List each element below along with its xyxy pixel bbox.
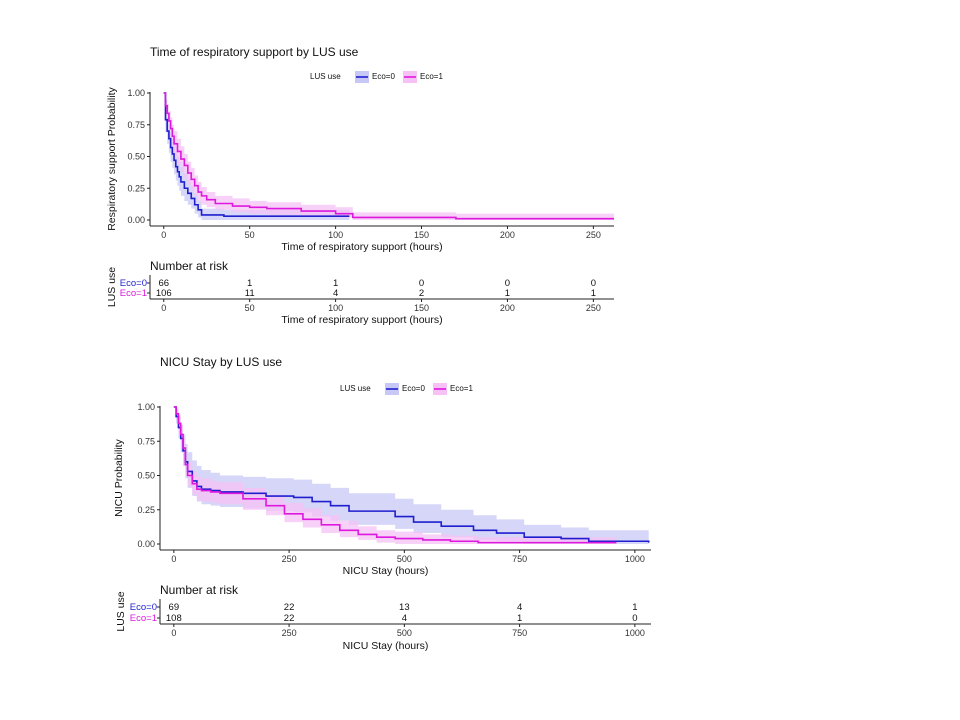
- risk-count: 1: [517, 613, 522, 624]
- y-tick-label: 0.00: [137, 539, 155, 549]
- risk-x-tick-label: 200: [500, 303, 515, 313]
- y-tick-label: 0.75: [127, 120, 145, 130]
- risk-count: 0: [591, 278, 596, 289]
- x-tick-label: 0: [171, 554, 176, 564]
- risk-x-tick-label: 250: [282, 628, 297, 638]
- y-axis-label: Respiratory support Probability: [106, 86, 118, 230]
- risk-count: 11: [245, 288, 255, 299]
- risk-x-tick-label: 50: [245, 303, 255, 313]
- risk-count: 0: [632, 613, 637, 624]
- x-tick-label: 250: [282, 554, 297, 564]
- risk-x-axis-label: Time of respiratory support (hours): [281, 314, 442, 326]
- x-tick-label: 50: [245, 230, 255, 240]
- y-tick-label: 0.00: [127, 215, 145, 225]
- y-tick-label: 1.00: [137, 402, 155, 412]
- x-tick-label: 200: [500, 230, 515, 240]
- legend-label: Eco=0: [372, 72, 395, 81]
- confidence-band-Eco=1: [163, 93, 614, 220]
- legend-title: LUS use: [340, 384, 371, 393]
- survival-curve-Eco=1: [173, 406, 617, 544]
- risk-count: 4: [402, 613, 407, 624]
- risk-count: 4: [517, 602, 522, 613]
- risk-count: 1: [632, 602, 637, 613]
- risk-x-tick-label: 750: [512, 628, 527, 638]
- legend-label: Eco=1: [420, 72, 443, 81]
- y-tick-label: 0.50: [137, 471, 155, 481]
- risk-x-tick-label: 250: [586, 303, 601, 313]
- x-tick-label: 750: [512, 554, 527, 564]
- x-tick-label: 100: [328, 230, 343, 240]
- risk-count: 1: [591, 288, 596, 299]
- x-tick-label: 0: [161, 230, 166, 240]
- risk-count: 1: [505, 288, 510, 299]
- survival-curve-Eco=0: [163, 92, 350, 217]
- risk-count: 4: [333, 288, 338, 299]
- risk-count: 2: [419, 288, 424, 299]
- risk-count: 1: [333, 278, 338, 289]
- y-tick-label: 0.25: [127, 183, 145, 193]
- risk-count: 69: [169, 602, 180, 613]
- y-tick-label: 1.00: [127, 88, 145, 98]
- risk-row-label: Eco=0: [130, 602, 157, 613]
- risk-x-tick-label: 1000: [625, 628, 645, 638]
- legend-label: Eco=0: [402, 384, 425, 393]
- x-axis-label: NICU Stay (hours): [343, 565, 429, 577]
- y-axis-label: NICU Probability: [113, 438, 125, 516]
- risk-row-label: Eco=1: [120, 288, 147, 299]
- risk-count: 22: [284, 613, 295, 624]
- y-tick-label: 0.75: [137, 436, 155, 446]
- risk-x-tick-label: 0: [171, 628, 176, 638]
- risk-y-axis-label: LUS use: [106, 267, 118, 307]
- risk-x-axis-label: NICU Stay (hours): [343, 640, 429, 652]
- km-chart-1: Time of respiratory support by LUS use LU…: [106, 45, 614, 326]
- legend: LUS use Eco=0 Eco=1: [310, 71, 443, 83]
- x-axis-label: Time of respiratory support (hours): [281, 241, 442, 253]
- x-tick-label: 150: [414, 230, 429, 240]
- x-tick-label: 500: [397, 554, 412, 564]
- risk-table-title: Number at risk: [150, 259, 229, 273]
- y-tick-label: 0.50: [127, 152, 145, 162]
- risk-table-title: Number at risk: [160, 583, 239, 597]
- risk-count: 108: [166, 613, 182, 624]
- survival-curve-Eco=1: [163, 92, 614, 220]
- legend: LUS use Eco=0 Eco=1: [340, 383, 473, 395]
- risk-count: 66: [158, 278, 169, 289]
- risk-row-label: Eco=0: [120, 278, 147, 289]
- risk-count: 106: [156, 288, 172, 299]
- y-tick-label: 0.25: [137, 505, 155, 515]
- risk-row-label: Eco=1: [130, 613, 157, 624]
- legend-title: LUS use: [310, 72, 341, 81]
- x-tick-label: 250: [586, 230, 601, 240]
- risk-x-tick-label: 100: [328, 303, 343, 313]
- risk-x-tick-label: 500: [397, 628, 412, 638]
- x-tick-label: 1000: [625, 554, 645, 564]
- chart-title: Time of respiratory support by LUS use: [150, 45, 359, 59]
- risk-y-axis-label: LUS use: [115, 591, 127, 631]
- risk-x-tick-label: 150: [414, 303, 429, 313]
- risk-count: 0: [505, 278, 510, 289]
- risk-count: 1: [247, 278, 252, 289]
- risk-count: 13: [399, 602, 410, 613]
- risk-x-tick-label: 0: [161, 303, 166, 313]
- chart-title: NICU Stay by LUS use: [160, 355, 282, 369]
- legend-label: Eco=1: [450, 384, 473, 393]
- risk-count: 22: [284, 602, 295, 613]
- risk-count: 0: [419, 278, 424, 289]
- confidence-band-Eco=0: [173, 407, 649, 544]
